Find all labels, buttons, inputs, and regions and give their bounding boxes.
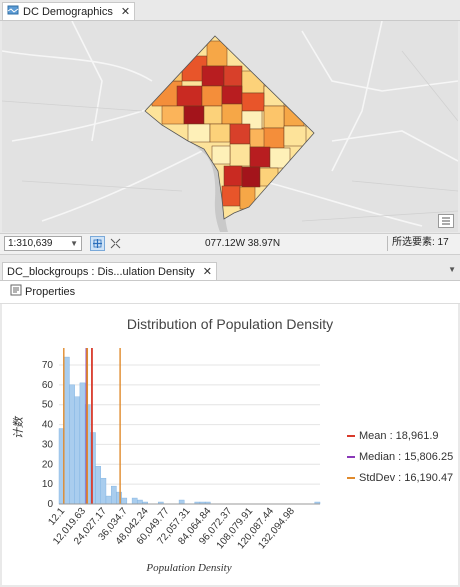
legend-swatch xyxy=(347,477,355,479)
pause-drawing-icon[interactable] xyxy=(108,236,123,251)
close-icon[interactable]: ✕ xyxy=(120,6,131,18)
legend-item-stddev: StdDev : 16,190.47 xyxy=(347,472,453,484)
map-icon xyxy=(7,4,19,19)
grid-snap-icon[interactable] xyxy=(90,236,105,251)
scale-dropdown[interactable]: 1:310,639 ▼ xyxy=(4,236,82,251)
selected-features-count: 所选要素: 17 xyxy=(387,236,449,251)
chart-area xyxy=(2,304,458,585)
legend-swatch xyxy=(347,435,355,437)
tab-dc-demographics[interactable]: DC Demographics ✕ xyxy=(2,2,136,20)
map-statusbar: 1:310,639 ▼ 077.12W 38.97N 所选要素: 17 xyxy=(0,233,460,255)
tab-label: DC_blockgroups : Dis...ulation Density xyxy=(7,265,195,278)
map-tabbar: DC Demographics ✕ xyxy=(0,0,460,21)
scale-value: 1:310,639 xyxy=(8,238,53,249)
legend-label: StdDev : 16,190.47 xyxy=(359,472,454,484)
map-canvas[interactable] xyxy=(2,21,458,232)
table-toggle-icon[interactable] xyxy=(438,214,454,228)
tab-label: DC Demographics xyxy=(23,5,113,18)
chevron-down-icon[interactable]: ▼ xyxy=(448,265,456,274)
legend-item-median: Median : 15,806.25 xyxy=(347,451,453,463)
close-icon[interactable]: ✕ xyxy=(202,266,212,278)
chart-tabbar: DC_blockgroups : Dis...ulation Density ✕… xyxy=(0,259,460,281)
properties-label: Properties xyxy=(25,285,76,298)
chart-title: Distribution of Population Density xyxy=(126,316,334,332)
legend-item-mean: Mean : 18,961.9 xyxy=(347,430,439,442)
properties-button[interactable]: Properties xyxy=(10,284,75,299)
legend-label: Mean : 18,961.9 xyxy=(359,430,439,442)
legend-swatch xyxy=(347,456,355,458)
chevron-down-icon: ▼ xyxy=(70,239,78,248)
legend-label: Median : 15,806.25 xyxy=(359,451,454,463)
coordinates-readout: 077.12W 38.97N xyxy=(205,238,281,249)
properties-icon xyxy=(10,284,22,299)
chart-toolbar: Properties xyxy=(0,281,460,304)
tab-chart[interactable]: DC_blockgroups : Dis...ulation Density ✕ xyxy=(2,262,217,280)
